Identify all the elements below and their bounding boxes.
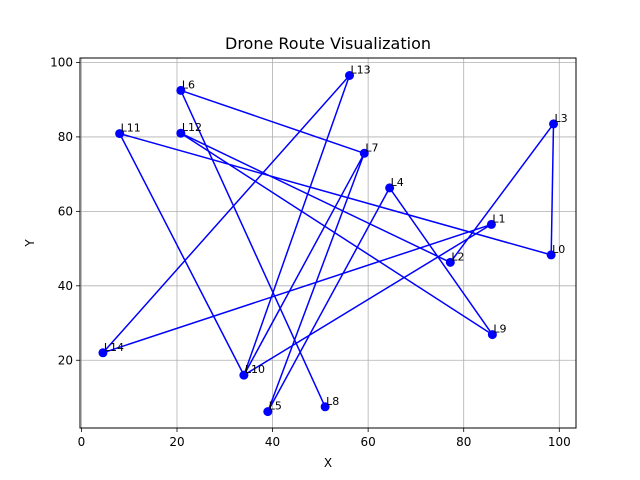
point-label-l7: L7: [365, 141, 378, 154]
point-label-l3: L3: [555, 112, 568, 125]
y-tick-label: 60: [58, 204, 73, 218]
point-label-l4: L4: [391, 176, 404, 189]
route-point-l0: [546, 250, 556, 260]
point-label-l8: L8: [326, 395, 339, 408]
x-tick-label: 60: [360, 435, 375, 449]
y-axis-label: Y: [23, 239, 37, 248]
route-line-segment: [180, 89, 365, 155]
point-label-l10: L10: [245, 363, 265, 376]
route-point-l13: [345, 70, 355, 80]
route-point-l14: [98, 348, 108, 358]
x-tick-label: 100: [548, 435, 571, 449]
route-markers: [98, 70, 559, 417]
y-tick-label: 100: [50, 55, 73, 69]
point-label-l14: L14: [104, 341, 124, 354]
point-label-l11: L11: [121, 122, 141, 135]
route-point-l7: [359, 148, 369, 158]
point-label-l13: L13: [351, 63, 371, 76]
point-label-l1: L1: [492, 212, 505, 225]
point-labels: L0 L1 L2 L3 L4 L5 L6 L7 L8 L9 L10 L11 L12 L13 L14: [104, 63, 568, 412]
route-point-l11: [115, 129, 125, 139]
x-tick-label: 80: [456, 435, 471, 449]
chart-title: Drone Route Visualization: [225, 34, 431, 53]
route-point-l12: [176, 128, 186, 138]
route-point-l3: [549, 119, 559, 129]
x-tick-label: 20: [169, 435, 184, 449]
route-point-l1: [486, 219, 496, 229]
x-axis-label: X: [324, 456, 332, 470]
y-tick-label: 80: [58, 130, 73, 144]
x-axis-ticks: 0 20 40 60 80 100: [78, 428, 571, 449]
point-label-l0: L0: [552, 243, 565, 256]
y-tick-label: 20: [58, 353, 73, 367]
x-tick-label: 40: [265, 435, 280, 449]
plot-frame: [79, 57, 577, 429]
route-point-l4: [385, 183, 395, 193]
route-line-segment: [180, 90, 326, 408]
point-label-l6: L6: [182, 78, 195, 91]
route-point-l8: [320, 402, 330, 412]
route-point-l6: [176, 85, 186, 95]
point-label-l9: L9: [493, 323, 506, 336]
point-label-l2: L2: [451, 250, 464, 263]
route-point-l5: [263, 407, 273, 417]
route-point-l9: [487, 330, 497, 340]
point-label-l5: L5: [269, 400, 282, 413]
y-tick-label: 40: [58, 279, 73, 293]
grid: [80, 58, 576, 428]
x-tick-label: 0: [78, 435, 86, 449]
route-point-l2: [445, 257, 455, 267]
point-label-l12: L12: [182, 121, 202, 134]
y-axis-ticks: 20 40 60 80 100: [50, 55, 80, 367]
route-point-l10: [239, 370, 249, 380]
